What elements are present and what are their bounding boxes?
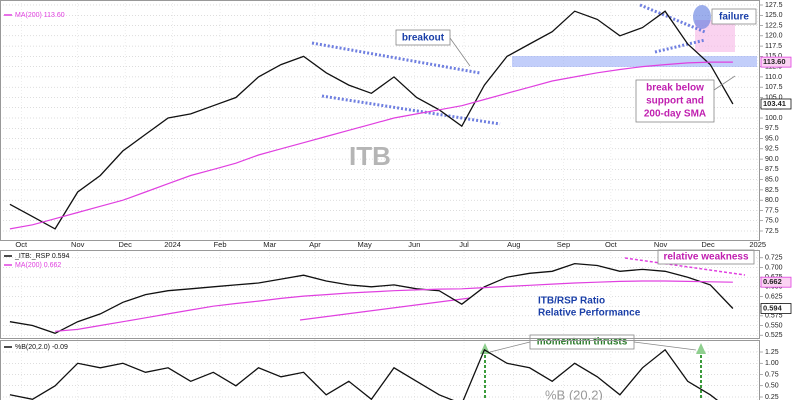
y-tick-label: 87.5 xyxy=(765,166,779,173)
annotation: support and xyxy=(646,96,704,107)
y-tick-label: 80.0 xyxy=(765,197,779,204)
legend-label: _ITB:_RSP 0.594 xyxy=(14,253,69,260)
data-line xyxy=(9,262,734,335)
annotation: 200-day SMA xyxy=(644,109,706,120)
y-tick-label: 105.0 xyxy=(765,94,783,101)
x-tick-label: Jun xyxy=(408,240,420,249)
y-tick-label: 100.0 xyxy=(765,115,783,122)
y-tick-label: 0.525 xyxy=(765,332,783,339)
x-tick-label: Dec xyxy=(118,240,132,249)
highlight xyxy=(693,5,711,29)
annotation: momentum thrusts xyxy=(537,337,628,348)
y-tick-label: 127.5 xyxy=(765,2,783,9)
annotation: breakout xyxy=(402,33,445,44)
annotation: relative weakness xyxy=(663,252,748,263)
panel-frame xyxy=(0,250,760,339)
thrust-marker xyxy=(696,343,706,354)
legend-label: MA(200) 0.662 xyxy=(15,262,61,269)
panel-frame xyxy=(0,0,760,241)
callout xyxy=(713,75,736,91)
y-tick-label: 75.0 xyxy=(765,218,779,225)
x-tick-label: Oct xyxy=(605,240,618,249)
y-tick-label: 107.5 xyxy=(765,84,783,91)
y-tick-label: 92.5 xyxy=(765,146,779,153)
callout xyxy=(449,37,471,67)
last-value-label: 103.41 xyxy=(763,99,786,108)
x-tick-label: Jul xyxy=(459,240,469,249)
x-tick-label: Feb xyxy=(214,240,227,249)
annotation: break below xyxy=(646,83,704,94)
callout xyxy=(489,341,531,353)
y-tick-label: 0.550 xyxy=(765,322,783,329)
last-value-box xyxy=(760,56,792,68)
y-tick-label: 0.50 xyxy=(765,383,779,390)
y-tick-label: 0.25 xyxy=(765,394,779,400)
y-tick-label: 82.5 xyxy=(765,187,779,194)
x-tick-label: Aug xyxy=(507,240,520,249)
trend-line xyxy=(299,297,471,321)
y-tick-label: 125.0 xyxy=(765,12,783,19)
x-tick-label: Dec xyxy=(701,240,715,249)
y-tick-label: 0.725 xyxy=(765,255,783,262)
last-value-box xyxy=(760,303,792,314)
annotation: Relative Performance xyxy=(538,308,641,319)
y-tick-label: 1.00 xyxy=(765,360,779,367)
series xyxy=(9,10,734,400)
y-tick-label: 97.5 xyxy=(765,125,779,132)
legend-label: MA(200) 113.60 xyxy=(15,12,65,19)
y-tick-label: 122.5 xyxy=(765,22,783,29)
last-value-label: 0.594 xyxy=(763,303,783,312)
legend-label: %B(20,2.0) -0.09 xyxy=(15,344,68,351)
annotation-box xyxy=(711,8,757,25)
y-tick-label: 117.5 xyxy=(765,43,782,50)
data-line xyxy=(9,61,733,230)
annotation: failure xyxy=(719,12,749,23)
plot-area xyxy=(9,10,734,230)
annotation: %B (20,2) xyxy=(545,387,603,400)
y-tick-label: 0.575 xyxy=(765,313,783,320)
y-tick-label: 90.0 xyxy=(765,156,779,163)
x-tick-label: 2024 xyxy=(164,240,181,249)
y-tick-label: 110.0 xyxy=(765,74,782,81)
annotation: ITB/RSP Ratio xyxy=(538,296,605,307)
y-tick-label: 120.0 xyxy=(765,33,783,40)
data-line xyxy=(55,280,733,332)
annotation-box xyxy=(635,79,715,123)
y-tick-label: 77.5 xyxy=(765,207,779,214)
last-value-label: 0.662 xyxy=(763,277,782,286)
last-value-box xyxy=(760,98,792,110)
last-value-label: 113.60 xyxy=(763,57,786,66)
x-tick-label: Mar xyxy=(263,240,276,249)
last-value-box xyxy=(760,276,792,288)
x-tick-label: Nov xyxy=(654,240,668,249)
y-tick-label: 95.0 xyxy=(765,135,779,142)
watermark: ITB xyxy=(349,141,391,171)
data-line xyxy=(9,348,719,400)
y-tick-label: 85.0 xyxy=(765,176,779,183)
y-tick-label: 72.5 xyxy=(765,228,779,235)
x-tick-label: May xyxy=(358,240,372,249)
y-tick-label: 0.700 xyxy=(765,264,783,271)
panel-frame xyxy=(0,340,760,400)
trend-line xyxy=(311,41,481,75)
x-tick-label: Nov xyxy=(71,240,85,249)
y-tick-label: 1.25 xyxy=(765,349,779,356)
trend-line xyxy=(624,257,746,276)
trend-line xyxy=(654,38,706,54)
plot-area xyxy=(9,348,719,400)
support-zone xyxy=(512,56,757,67)
x-tick-label: Apr xyxy=(309,240,321,249)
data-line xyxy=(9,10,734,230)
y-tick-label: 0.75 xyxy=(765,371,779,378)
x-tick-label: Oct xyxy=(15,240,28,249)
y-tick-label: 115.0 xyxy=(765,53,782,60)
annotation-box xyxy=(395,29,451,46)
y-tick-label: 0.625 xyxy=(765,293,783,300)
x-tick-label: Sep xyxy=(557,240,570,249)
axes: 127.5125.0122.5120.0117.5115.0112.5110.0… xyxy=(4,2,792,400)
x-tick-label: 2025 xyxy=(749,240,766,249)
callout xyxy=(633,341,697,351)
plot-area xyxy=(9,262,734,335)
